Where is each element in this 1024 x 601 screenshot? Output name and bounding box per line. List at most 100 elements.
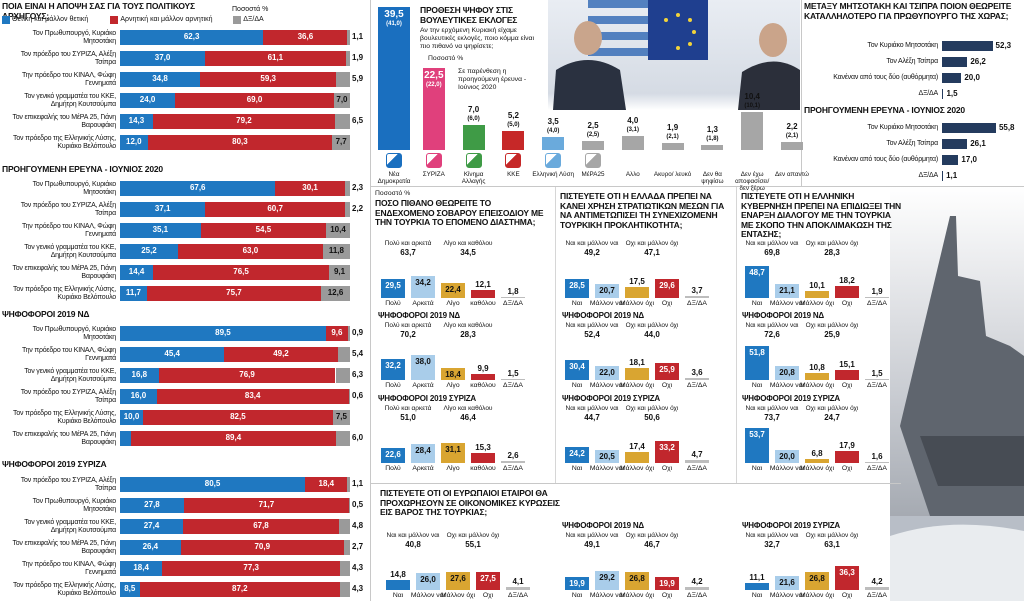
- value-label: 27,5: [480, 574, 496, 583]
- group-value: 44,0: [644, 330, 660, 339]
- group-value: 52,4: [584, 330, 600, 339]
- bar-segment: [337, 347, 350, 362]
- group-label: Ναι και μάλλον ναι: [565, 240, 619, 247]
- party-logo: [505, 153, 522, 168]
- value-label: 9,9: [477, 363, 489, 373]
- value-label: 20,8: [779, 368, 795, 378]
- value-label: 39,5: [384, 8, 404, 20]
- value-label: 24,2: [569, 449, 585, 459]
- bar: [565, 360, 589, 380]
- bar: [501, 461, 525, 463]
- group-value: 55,1: [465, 540, 481, 549]
- group-value: 46,4: [460, 413, 476, 422]
- bar: [625, 286, 649, 298]
- value-label: 12,6: [327, 288, 344, 297]
- bar: [745, 266, 769, 298]
- value-label: 34,8: [152, 74, 168, 83]
- bar: [378, 6, 410, 150]
- value-label: 1,5: [507, 369, 519, 379]
- x-category-label: Ναι: [751, 592, 763, 599]
- value-label: 63,0: [242, 246, 259, 255]
- row-label: ΔΞ/ΔΑ: [918, 90, 938, 97]
- bar-segment: [120, 347, 225, 362]
- value-label: 19,9: [659, 578, 675, 588]
- value-label: 29,6: [659, 280, 675, 290]
- value-label: 60,7: [267, 204, 283, 213]
- row-label: ΔΞ/ΔΑ: [918, 172, 938, 179]
- section-title: ΠΡΟΗΓΟΥΜΕΝΗ ΕΡΕΥΝΑ - ΙΟΥΝΙΟΣ 2020: [2, 164, 163, 174]
- value-label: 26,4: [142, 542, 159, 551]
- legend-swatch: [2, 16, 10, 24]
- x-category-label: Ναι: [392, 592, 404, 599]
- value-label: 4,1: [512, 577, 524, 587]
- x-category-label: Ναι: [571, 465, 583, 472]
- value-label: 38,0: [415, 357, 431, 367]
- chart-title: ΠΡΟΗΓΟΥΜΕΝΗ ΕΡΕΥΝΑ - ΙΟΥΝΙΟΣ 2020: [804, 105, 965, 115]
- value-label: 5,4: [352, 349, 364, 358]
- x-category-label: ΔΞ/ΔΑ: [503, 300, 523, 307]
- x-category-label: Μάλλον ναι: [769, 592, 805, 599]
- value-label: 6,3: [352, 370, 364, 379]
- row-label: Τον επικεφαλής του ΜέΡΑ 25, Γιάνη Βαρουφ…: [12, 113, 116, 129]
- value-label: 1,9: [871, 286, 883, 296]
- bar: [381, 358, 405, 380]
- party-name: Δεν απαντώ: [775, 171, 809, 178]
- group-label: Οχι και μάλλον όχι: [805, 532, 859, 539]
- x-category-label: ΔΞ/ΔΑ: [687, 382, 707, 389]
- bar-segment: [120, 223, 201, 238]
- x-category-label: Μάλλον όχι: [619, 382, 655, 389]
- group-label: Οχι και μάλλον όχι: [625, 322, 679, 329]
- bar-segment: [120, 202, 206, 217]
- value-label: 0,9: [352, 328, 364, 337]
- bar-segment: [336, 431, 350, 446]
- bar: [781, 142, 803, 150]
- row-label: Τον πρόεδρο του ΣΥΡΙΖΑ, Αλέξη Τσίπρα: [20, 388, 116, 404]
- bar-segment: [143, 410, 333, 425]
- bar-segment: [205, 51, 346, 66]
- party-name: ΜέΡΑ25: [581, 171, 605, 178]
- value-label: 77,3: [243, 563, 259, 572]
- value-label: 17,9: [839, 441, 855, 451]
- x-category-label: Λίγο: [446, 300, 460, 307]
- bar: [942, 57, 968, 67]
- bar: [745, 346, 769, 380]
- bar: [471, 290, 495, 298]
- bar: [625, 451, 649, 463]
- previous-value-label: (2,1): [785, 133, 799, 140]
- value-label: 16,0: [130, 391, 147, 400]
- x-category-label: Μάλλον ναι: [410, 592, 446, 599]
- value-label: 19,9: [569, 578, 585, 588]
- row-label: Τον πρόεδρο της Ελληνικής Λύσης, Κυριάκο…: [13, 581, 116, 597]
- value-label: 15,1: [839, 360, 855, 370]
- value-label: 89,4: [225, 433, 242, 442]
- value-label: 18,1: [629, 358, 645, 368]
- ship-photo: [890, 186, 1024, 601]
- bar-segment: [120, 93, 176, 108]
- value-label: 48,7: [749, 268, 765, 278]
- bar-segment: [343, 540, 350, 555]
- previous-value-label: (6,0): [467, 115, 480, 122]
- group-value: 24,7: [824, 413, 840, 422]
- row-label: Τον Κυριάκο Μητσοτάκη: [867, 42, 938, 49]
- value-label: 71,7: [258, 500, 275, 509]
- row-label: Τον Κυριάκο Μητσοτάκη: [867, 124, 938, 131]
- note: Σε παρένθεση η προηγούμενη έρευνα - Ιούν…: [458, 68, 527, 91]
- group-label: Οχι και μάλλον όχι: [625, 240, 679, 247]
- bar: [506, 587, 530, 590]
- bar-segment: [340, 561, 350, 576]
- bar: [805, 372, 829, 380]
- group-value: 63,7: [400, 248, 416, 257]
- bar-segment: [120, 51, 206, 66]
- value-label: 4,7: [691, 449, 703, 459]
- bar-segment: [348, 498, 350, 513]
- value-label: 10,1: [809, 281, 825, 291]
- panel-title: ΨΗΦΟΦΟΡΟΙ 2019 ΣΥΡΙΖΑ: [742, 394, 841, 403]
- bar: [865, 461, 889, 463]
- bar: [381, 448, 405, 463]
- value-label: 1,6: [871, 451, 883, 461]
- panel-title: ΨΗΦΟΦΟΡΟΙ 2019 ΝΔ: [562, 311, 644, 320]
- bar: [865, 379, 889, 380]
- group-value: 25,9: [824, 330, 840, 339]
- bar-segment: [335, 114, 350, 129]
- bar: [462, 124, 485, 150]
